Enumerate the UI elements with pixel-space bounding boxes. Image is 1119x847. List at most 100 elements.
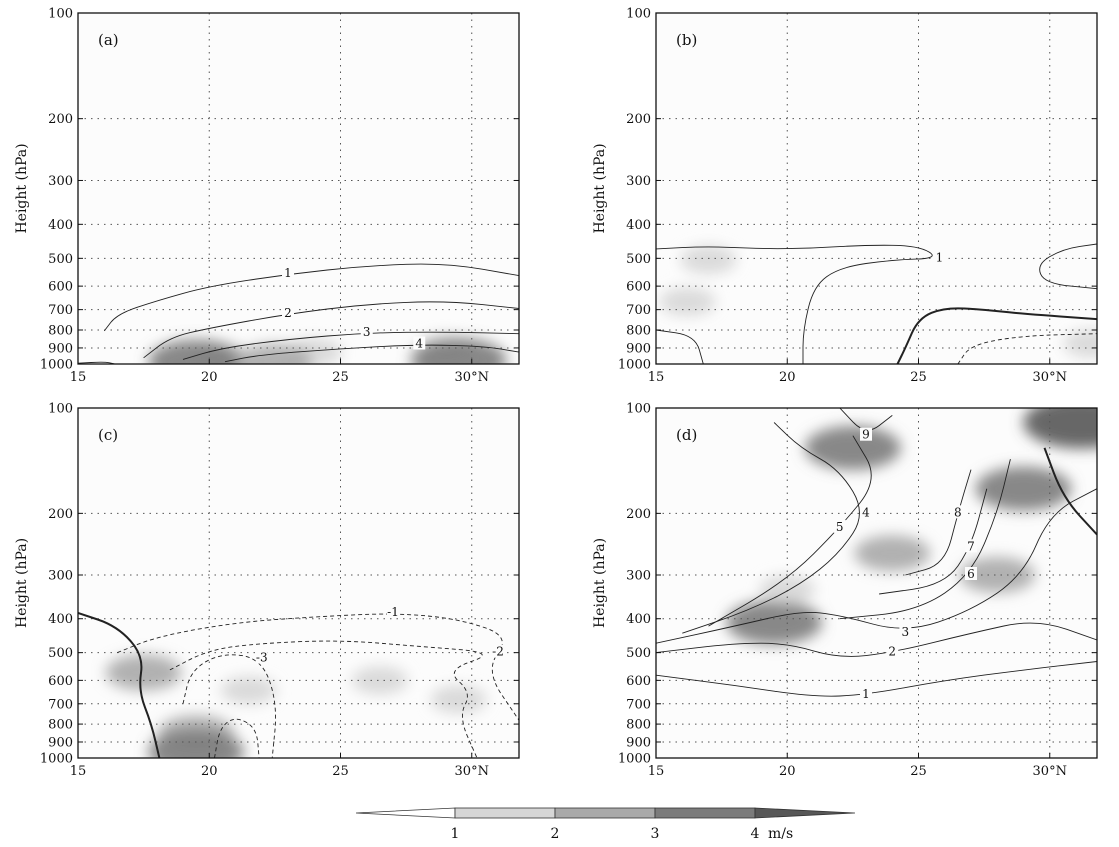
y-tick-label: 700 [626,697,651,712]
x-tick-label: 20 [201,764,218,779]
y-tick-label: 100 [626,7,651,22]
shading-blob [854,535,931,572]
contour-label: 3 [363,325,371,339]
contour-label: 1 [284,266,292,280]
colorbar-unit: m/s [768,826,793,842]
contour-label: 2 [888,645,896,659]
contour-label-bg [860,505,872,519]
panel-label: (b) [676,31,697,49]
colorbar-segment-2 [554,807,656,819]
plot-frame [77,407,520,759]
contour-label-bg [833,519,846,533]
shading-blob [680,245,737,274]
contour-line [182,654,276,758]
contour-layer [656,408,1097,697]
contour-line [896,307,1097,364]
x-tick-label: 15 [648,764,665,779]
colorbar-segment-3 [654,807,756,819]
contour-line [656,622,1097,657]
shading-blob [430,685,487,714]
plot-frame [655,407,1098,759]
grid [78,13,519,364]
shading-blob [220,676,277,705]
contour-label-bg [860,686,872,700]
contour-label: 9 [862,428,870,442]
shading-blob [726,600,823,645]
x-tick-label: 20 [779,764,796,779]
y-axis-label: Height (hPa) [14,143,30,233]
contour-line [169,640,483,758]
contour-labels: 1 2 3 4 [282,266,426,351]
y-tick-label: 700 [626,303,651,318]
y-tick-label: 500 [48,646,73,661]
x-tick-label: 20 [201,370,218,385]
contour-line [839,408,893,431]
colorbar-tick-4: 4 [751,826,760,842]
contour-label-bg [413,336,426,350]
x-tick-label: 30°N [455,370,489,385]
contour-label: -1 [387,605,399,619]
shading-blob [804,425,901,470]
x-tick-label: 25 [910,764,927,779]
y-axis-label: Height (hPa) [14,538,30,628]
y-axis: 100 200 300 400 500 600 700 800 900 1000 [618,402,1097,767]
contour-layer [656,243,1097,364]
grid [656,13,1097,364]
x-tick-label: 25 [332,370,349,385]
contour-line [839,458,1011,620]
y-tick-label: 1000 [40,752,73,767]
y-axis-label: Height (hPa) [592,143,608,233]
x-axis: 15 20 25 30°N [70,359,489,385]
colorbar-tick-2: 2 [551,826,560,842]
contour-line [78,361,115,364]
y-tick-label: 600 [48,280,73,295]
contour-line [708,435,872,627]
x-tick-label: 30°N [1033,764,1067,779]
shading-blob [1063,329,1097,358]
x-tick-label: 15 [70,764,87,779]
y-tick-label: 800 [48,718,73,733]
y-axis: 100 200 300 400 500 600 700 800 900 1000 [618,7,1097,373]
contour-label-bg [255,650,268,664]
contour-line [78,611,161,758]
shading-blob [148,729,245,758]
contour-line [1043,447,1097,536]
contour-label-bg [360,324,373,338]
y-tick-label: 500 [626,646,651,661]
y-tick-label: 900 [48,735,73,750]
y-tick-label: 200 [48,507,73,522]
shading-layer [726,408,1097,645]
shading-layer [659,245,1097,358]
panel-label: (d) [676,426,697,444]
y-tick-label: 1000 [618,752,651,767]
y-tick-label: 300 [626,174,651,189]
y-tick-label: 200 [626,112,651,127]
y-tick-label: 900 [626,341,651,356]
shading-blob [105,654,182,691]
contour-label: 6 [967,567,975,581]
shading-blob [759,575,816,604]
contour-line [182,331,519,360]
contour-line [103,263,519,332]
contour-label: 1 [936,250,944,264]
x-axis: 15 20 25 30°N [648,753,1067,779]
colorbar-segment-4 [754,807,856,819]
y-tick-label: 800 [48,323,73,338]
y-tick-label: 800 [626,323,651,338]
contour-label-bg [965,566,977,580]
y-tick-label: 800 [626,718,651,733]
contour-label: -3 [256,651,268,665]
colorbar: 1 2 3 4 m/s [355,807,856,842]
contour-line [143,301,519,359]
x-tick-label: 30°N [1033,370,1067,385]
plot-area [78,13,519,364]
contour-label-bg [933,250,946,264]
contour-label-bg [951,505,964,519]
contour-layer [78,263,519,364]
contour-label-bg [387,604,399,618]
x-tick-label: 30°N [455,764,489,779]
